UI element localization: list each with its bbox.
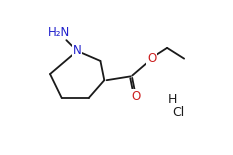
Text: N: N [73, 44, 82, 58]
Text: H₂N: H₂N [48, 26, 70, 39]
Text: Cl: Cl [172, 106, 184, 119]
Text: O: O [147, 52, 156, 65]
Text: O: O [131, 90, 141, 103]
Text: H: H [168, 93, 177, 106]
